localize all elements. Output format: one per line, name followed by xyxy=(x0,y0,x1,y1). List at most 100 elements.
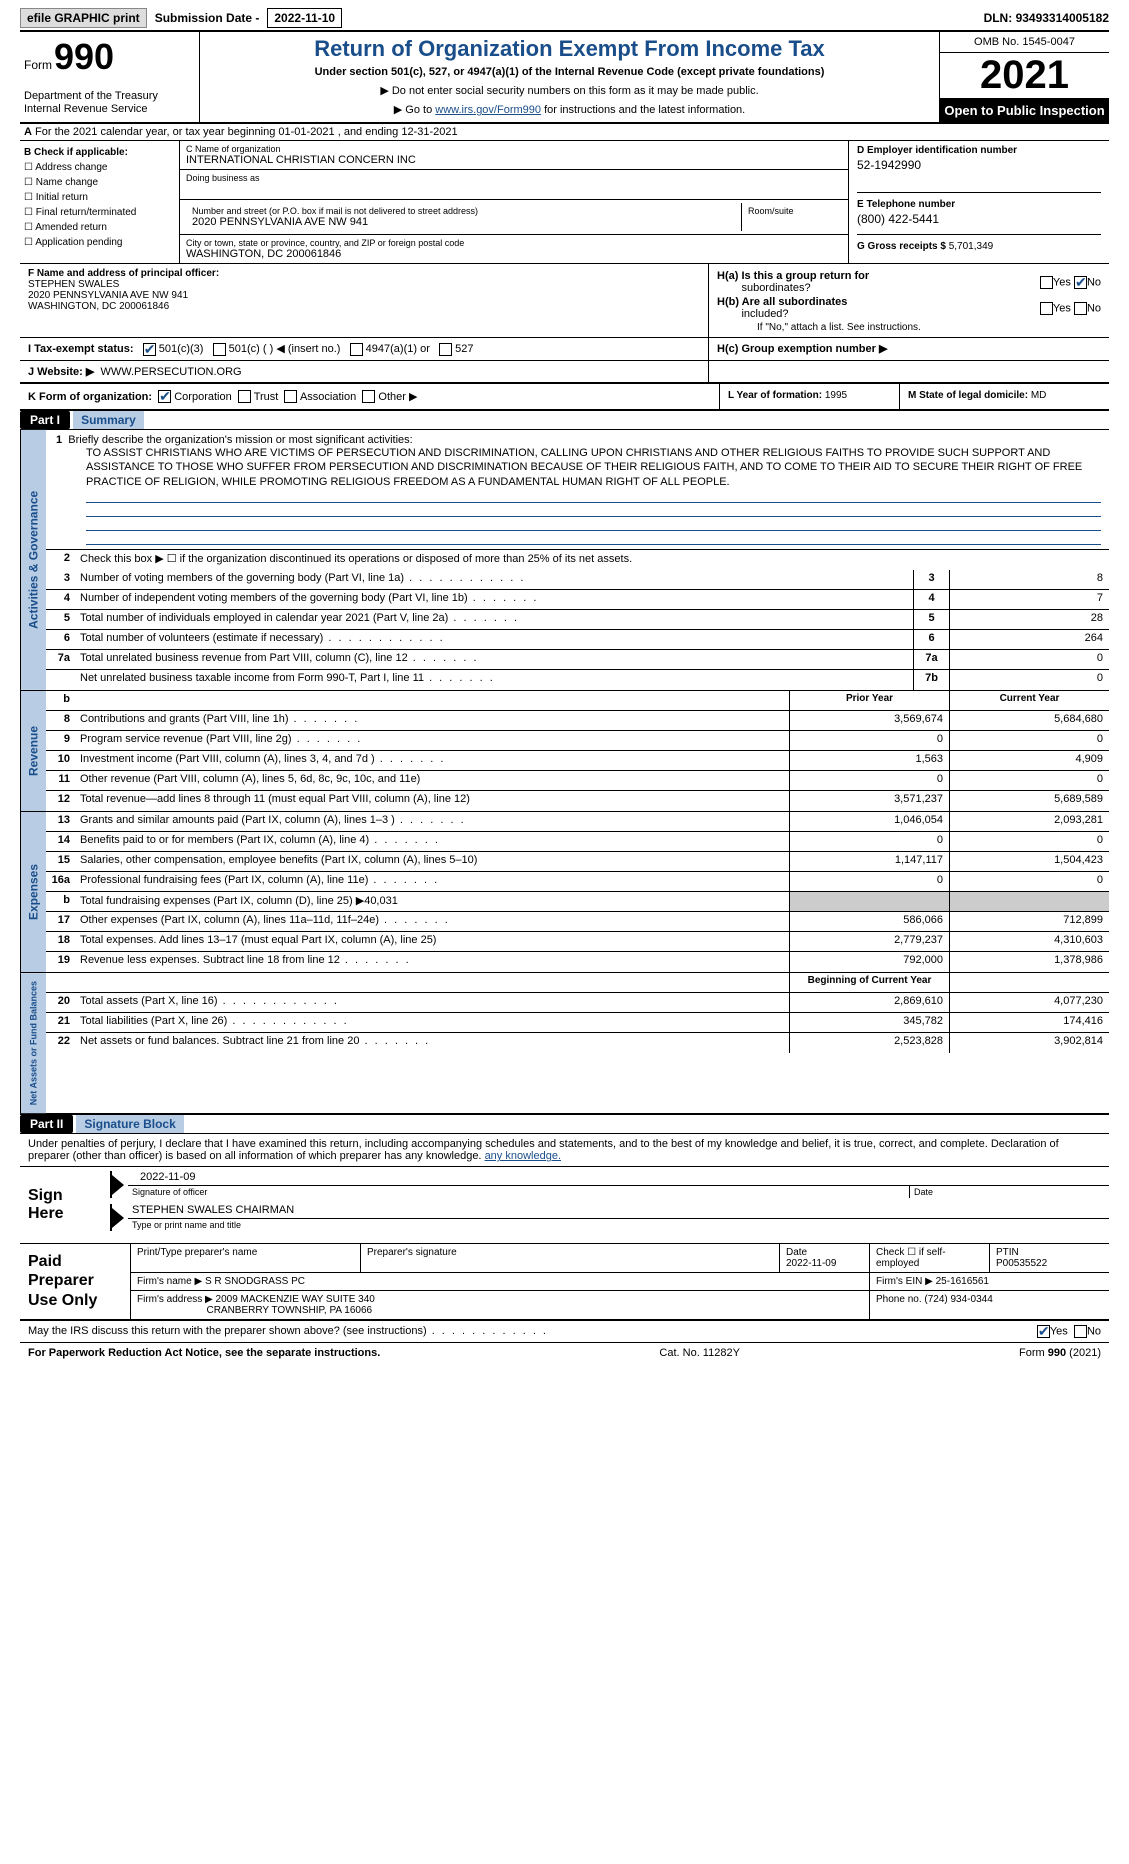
line-4: Number of independent voting members of … xyxy=(76,590,913,609)
room-suite: Room/suite xyxy=(742,203,842,231)
omb-number: OMB No. 1545-0047 xyxy=(940,32,1109,53)
any-knowledge-link[interactable]: any knowledge. xyxy=(485,1150,561,1162)
p14: 0 xyxy=(789,832,949,851)
exp-tab: Expenses xyxy=(20,812,46,972)
sig-officer-label: Signature of officer xyxy=(128,1185,909,1198)
line-22: Net assets or fund balances. Subtract li… xyxy=(76,1033,789,1053)
line-2: Check this box ▶ ☐ if the organization d… xyxy=(76,550,1109,570)
row-a: A For the 2021 calendar year, or tax yea… xyxy=(20,124,1109,141)
ha-no-checkbox[interactable] xyxy=(1074,276,1087,289)
net-tab: Net Assets or Fund Balances xyxy=(20,973,46,1113)
other-checkbox[interactable] xyxy=(362,390,375,403)
c10: 4,909 xyxy=(949,751,1109,770)
col-c: C Name of organization INTERNATIONAL CHR… xyxy=(180,141,849,263)
val-7a: 0 xyxy=(949,650,1109,669)
row-hc: H(c) Group exemption number ▶ xyxy=(709,338,1109,360)
e21: 174,416 xyxy=(949,1013,1109,1032)
c18: 4,310,603 xyxy=(949,932,1109,951)
line-18: Total expenses. Add lines 13–17 (must eq… xyxy=(76,932,789,951)
line-5: Total number of individuals employed in … xyxy=(76,610,913,629)
part1-header: Part I xyxy=(20,411,70,429)
footer: For Paperwork Reduction Act Notice, see … xyxy=(20,1343,1109,1363)
p19: 792,000 xyxy=(789,952,949,972)
prep-self-emp: Check ☐ if self-employed xyxy=(869,1244,989,1272)
dln: DLN: 93493314005182 xyxy=(984,11,1109,25)
p17: 586,066 xyxy=(789,912,949,931)
501c-checkbox[interactable] xyxy=(213,343,226,356)
officer-name: STEPHEN SWALES xyxy=(28,279,119,290)
current-year-header: Current Year xyxy=(949,691,1109,710)
end-year-header xyxy=(949,973,1109,992)
org-address: 2020 PENNSYLVANIA AVE NW 941 xyxy=(192,216,735,228)
department: Department of the Treasury Internal Reve… xyxy=(24,90,195,116)
p10: 1,563 xyxy=(789,751,949,770)
discuss-no-checkbox[interactable] xyxy=(1074,1325,1087,1338)
irs-link[interactable]: www.irs.gov/Form990 xyxy=(435,104,541,116)
line-9: Program service revenue (Part VIII, line… xyxy=(76,731,789,750)
val-3: 8 xyxy=(949,570,1109,589)
begin-year-header: Beginning of Current Year xyxy=(789,973,949,992)
open-inspection: Open to Public Inspection xyxy=(940,99,1109,122)
val-4: 7 xyxy=(949,590,1109,609)
efile-button[interactable]: efile GRAPHIC print xyxy=(20,8,147,28)
gov-tab: Activities & Governance xyxy=(20,430,46,690)
b21: 345,782 xyxy=(789,1013,949,1032)
line-7a: Total unrelated business revenue from Pa… xyxy=(76,650,913,669)
c17: 712,899 xyxy=(949,912,1109,931)
row-l: L Year of formation: 1995 xyxy=(719,384,899,410)
line-6: Total number of volunteers (estimate if … xyxy=(76,630,913,649)
row-m: M State of legal domicile: MD xyxy=(899,384,1109,410)
form-subtitle: Under section 501(c), 527, or 4947(a)(1)… xyxy=(208,66,931,78)
part2-header: Part II xyxy=(20,1115,73,1133)
line-12: Total revenue—add lines 8 through 11 (mu… xyxy=(76,791,789,811)
prep-sig-label: Preparer's signature xyxy=(360,1244,779,1272)
sig-arrow-icon xyxy=(112,1175,124,1195)
firm-ein: Firm's EIN ▶ 25-1616561 xyxy=(869,1273,1109,1290)
line-14: Benefits paid to or for members (Part IX… xyxy=(76,832,789,851)
line-16a: Professional fundraising fees (Part IX, … xyxy=(76,872,789,891)
firm-phone: Phone no. (724) 934-0344 xyxy=(869,1291,1109,1319)
p16a: 0 xyxy=(789,872,949,891)
501c3-checkbox[interactable] xyxy=(143,343,156,356)
c12: 5,689,589 xyxy=(949,791,1109,811)
c19: 1,378,986 xyxy=(949,952,1109,972)
527-checkbox[interactable] xyxy=(439,343,452,356)
discuss-row: May the IRS discuss this return with the… xyxy=(20,1321,1109,1343)
p18: 2,779,237 xyxy=(789,932,949,951)
line-3: Number of voting members of the governin… xyxy=(76,570,913,589)
col-f: F Name and address of principal officer:… xyxy=(20,264,709,337)
b22: 2,523,828 xyxy=(789,1033,949,1053)
line-15: Salaries, other compensation, employee b… xyxy=(76,852,789,871)
firm-name: Firm's name ▶ S R SNODGRASS PC xyxy=(130,1273,869,1290)
tax-year: 2021 xyxy=(940,53,1109,99)
prep-ptin: PTINP00535522 xyxy=(989,1244,1109,1272)
submission-date: 2022-11-10 xyxy=(267,8,342,28)
corp-checkbox[interactable] xyxy=(158,390,171,403)
line-20: Total assets (Part X, line 16) xyxy=(76,993,789,1012)
line-17: Other expenses (Part IX, column (A), lin… xyxy=(76,912,789,931)
hb-yes-checkbox[interactable] xyxy=(1040,302,1053,315)
4947-checkbox[interactable] xyxy=(350,343,363,356)
gross-receipts: 5,701,349 xyxy=(949,241,994,252)
p9: 0 xyxy=(789,731,949,750)
trust-checkbox[interactable] xyxy=(238,390,251,403)
form-title: Return of Organization Exempt From Incom… xyxy=(208,36,931,62)
line-19: Revenue less expenses. Subtract line 18 … xyxy=(76,952,789,972)
rev-tab: Revenue xyxy=(20,691,46,811)
c11: 0 xyxy=(949,771,1109,790)
p12: 3,571,237 xyxy=(789,791,949,811)
p16b xyxy=(789,892,949,911)
part1-title: Summary xyxy=(73,411,144,429)
p13: 1,046,054 xyxy=(789,812,949,831)
submission-label: Submission Date - xyxy=(151,11,264,25)
type-name-label: Type or print name and title xyxy=(128,1218,1109,1231)
row-k: K Form of organization: Corporation Trus… xyxy=(20,384,719,410)
hb-no-checkbox[interactable] xyxy=(1074,302,1087,315)
assoc-checkbox[interactable] xyxy=(284,390,297,403)
ha-yes-checkbox[interactable] xyxy=(1040,276,1053,289)
discuss-yes-checkbox[interactable] xyxy=(1037,1325,1050,1338)
officer-name-title: STEPHEN SWALES CHAIRMAN xyxy=(128,1204,1109,1218)
ein: 52-1942990 xyxy=(857,158,1101,172)
val-7b: 0 xyxy=(949,670,1109,690)
line-7b: Net unrelated business taxable income fr… xyxy=(76,670,913,690)
